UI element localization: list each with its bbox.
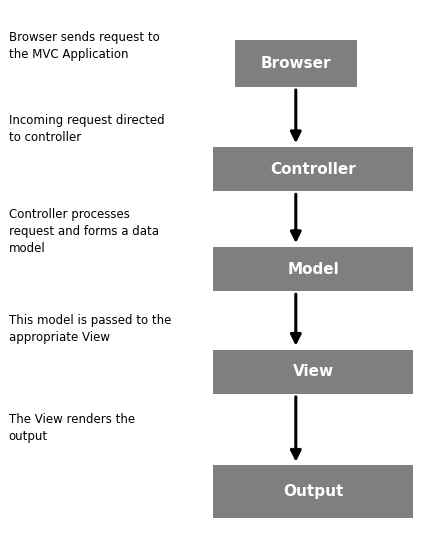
- Bar: [213, 247, 412, 291]
- Text: Browser sends request to
the MVC Application: Browser sends request to the MVC Applica…: [9, 31, 159, 60]
- Text: The View renders the
output: The View renders the output: [9, 413, 135, 443]
- Bar: [234, 40, 356, 87]
- Text: Incoming request directed
to controller: Incoming request directed to controller: [9, 114, 164, 144]
- Text: Browser: Browser: [260, 56, 330, 72]
- Text: Controller processes
request and forms a data
model: Controller processes request and forms a…: [9, 208, 158, 255]
- Text: Controller: Controller: [270, 162, 355, 177]
- Text: This model is passed to the
appropriate View: This model is passed to the appropriate …: [9, 314, 171, 344]
- Bar: [213, 147, 412, 191]
- Text: Model: Model: [287, 261, 338, 277]
- Text: Output: Output: [283, 483, 342, 499]
- Bar: [213, 465, 412, 517]
- Text: View: View: [292, 364, 333, 380]
- Bar: [213, 350, 412, 394]
